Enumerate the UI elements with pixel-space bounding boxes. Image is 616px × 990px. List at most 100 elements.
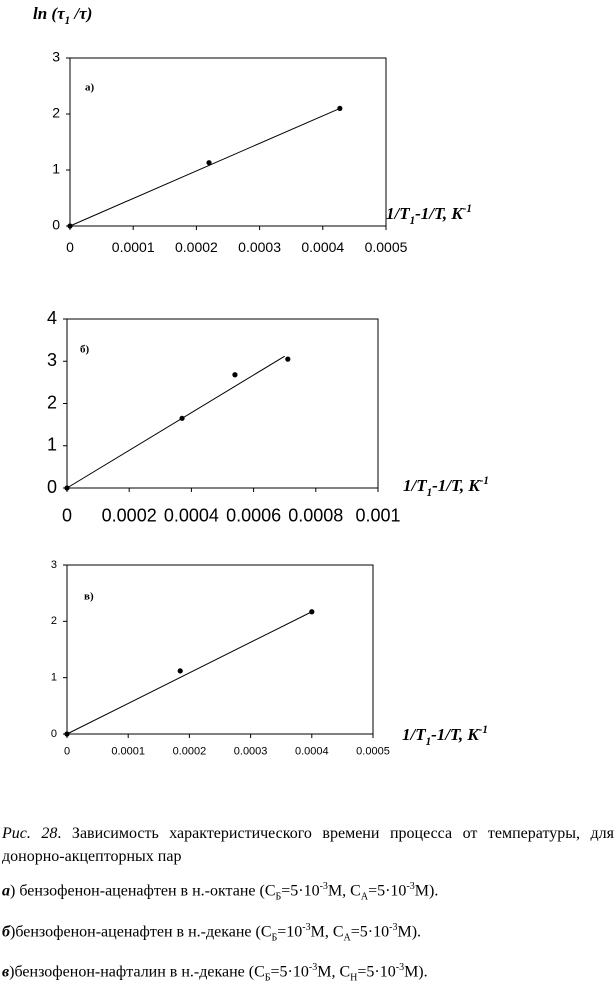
y-tick-label: 2 [52, 105, 60, 121]
x-tick-label: 0.0004 [301, 239, 344, 255]
caption-item: в)бензофенон-нафталин в н.-декане (СБ=5·… [2, 956, 614, 990]
label-part: 1 [65, 15, 71, 27]
label-part: 1/T [402, 725, 426, 744]
y-tick-label: 4 [47, 308, 57, 328]
y-tick-label: 2 [51, 615, 57, 627]
page: 0 1 2 3 0 0.0001 0.0002 0.0003 0.0004 0.0005 а) 1/T… [2, 3, 615, 984]
x-tick-label: 0.0002 [173, 746, 207, 758]
caption-part: -3 [389, 921, 398, 933]
caption-part: М, С [317, 963, 351, 981]
y-tick-label: 1 [51, 672, 57, 684]
figure: 0 1 2 3 0 0.0001 0.0002 0.0003 0.0004 0.0005 а) 1/T… [33, 4, 489, 758]
label-part: /τ) [70, 4, 92, 23]
caption-part: М). [404, 963, 428, 981]
label-part: 1/T [386, 204, 410, 223]
annotation: б) [80, 344, 90, 356]
label-part: -1/T, K [415, 204, 464, 223]
label-part: 1 [410, 215, 416, 227]
data-point [309, 609, 315, 615]
caption-part: -3 [395, 962, 405, 974]
label-part: 1/T [403, 476, 427, 495]
x-tick-label: 0 [62, 506, 72, 526]
plot-frame [69, 57, 387, 227]
label-part: -1/T, K [432, 476, 481, 495]
caption-part: =5·10 [350, 922, 390, 940]
caption-part: =5·10 [368, 882, 407, 900]
caption-part: М, С [327, 882, 361, 900]
caption-part: ) бензофенон-аценафтен в н.-октане (С [10, 882, 276, 900]
data-point [64, 485, 70, 491]
label-part: -1/T, K [431, 725, 480, 744]
x-tick-label: 0.0008 [288, 506, 343, 526]
fit-line [66, 611, 313, 735]
caption-part: =5·10 [281, 882, 320, 900]
caption-part: )бензофенон-аценафтен в н.-декане (С [9, 922, 272, 940]
data-point [64, 731, 70, 737]
data-point [337, 105, 343, 111]
y-tick-label: 3 [47, 350, 57, 370]
caption-part: -3 [319, 881, 328, 892]
x-tick-label: 0.0002 [175, 239, 218, 255]
y-tick-label: 2 [47, 392, 57, 412]
axis-label: 1/T1-1/T, K-1 [402, 724, 488, 748]
caption-part: М). [397, 922, 422, 940]
axis-label: 1/T1-1/T, K-1 [403, 475, 489, 499]
x-tick-label: 0.0005 [356, 746, 390, 758]
caption-part: Н [350, 972, 358, 984]
caption-part: -3 [308, 962, 318, 974]
caption-part: б [2, 922, 10, 940]
data-point [206, 160, 212, 166]
x-tick-label: 0.0001 [111, 746, 145, 758]
data-point [285, 356, 291, 362]
fit-line [66, 355, 285, 489]
x-tick-label: 0.0002 [102, 506, 157, 526]
data-point [179, 415, 185, 421]
label-part: -1 [479, 724, 488, 736]
caption-part: А [360, 891, 369, 903]
data-point [177, 668, 183, 674]
caption-part: =10 [277, 922, 303, 940]
x-tick-label: 0.0001 [112, 239, 155, 255]
label-part: ln (τ [33, 4, 65, 23]
caption-part: -3 [406, 881, 415, 892]
plot-frame [66, 318, 379, 489]
x-tick-label: 0.0005 [365, 239, 408, 255]
label-part: 1 [427, 487, 433, 499]
caption: Рис. 28. Зависимость характеристического… [2, 822, 614, 990]
caption-part: =5·10 [357, 963, 396, 981]
label-part: -1 [480, 475, 489, 487]
caption-part: )бензофенон-нафталин в н.-декане (С [9, 963, 265, 981]
label-part: -1 [463, 203, 472, 215]
caption-part: =5·10 [270, 963, 309, 981]
caption-part: А [343, 932, 351, 944]
x-tick-label: 0.001 [355, 506, 400, 526]
caption-text: Рис. 28. Зависимость характеристического… [2, 822, 614, 868]
caption-part: Б [271, 932, 278, 944]
y-axis-label: ln (τ1 /τ) [33, 4, 92, 27]
y-tick-label: 0 [47, 477, 57, 497]
caption-item: а) бензофенон-аценафтен в н.-октане (СБ=… [2, 875, 614, 909]
y-tick-label: 0 [52, 217, 60, 233]
x-tick-label: 0.0003 [234, 746, 268, 758]
y-tick-label: 3 [52, 49, 60, 65]
caption-body: . Зависимость характеристического времен… [2, 825, 615, 865]
caption-part: М). [414, 882, 439, 900]
caption-item: б)бензофенон-аценафтен в н.-декане (СБ=1… [2, 916, 614, 950]
x-tick-label: 0.0006 [226, 506, 281, 526]
axis-label: 1/T1-1/T, K-1 [386, 203, 472, 227]
data-point [232, 372, 238, 378]
x-tick-label: 0.0003 [238, 239, 281, 255]
x-tick-label: 0.0004 [164, 506, 219, 526]
y-tick-label: 0 [51, 728, 57, 740]
caption-part: Б [275, 891, 282, 903]
fit-line [69, 107, 341, 227]
annotation: а) [85, 82, 95, 94]
caption-part: в [2, 963, 10, 981]
y-tick-label: 3 [51, 559, 57, 571]
caption-part: -3 [302, 921, 311, 933]
annotation: в) [84, 591, 94, 603]
x-tick-label: 0 [64, 746, 70, 758]
x-tick-label: 0.0004 [295, 746, 329, 758]
x-tick-label: 0 [66, 239, 74, 255]
plot-frame [66, 564, 374, 735]
